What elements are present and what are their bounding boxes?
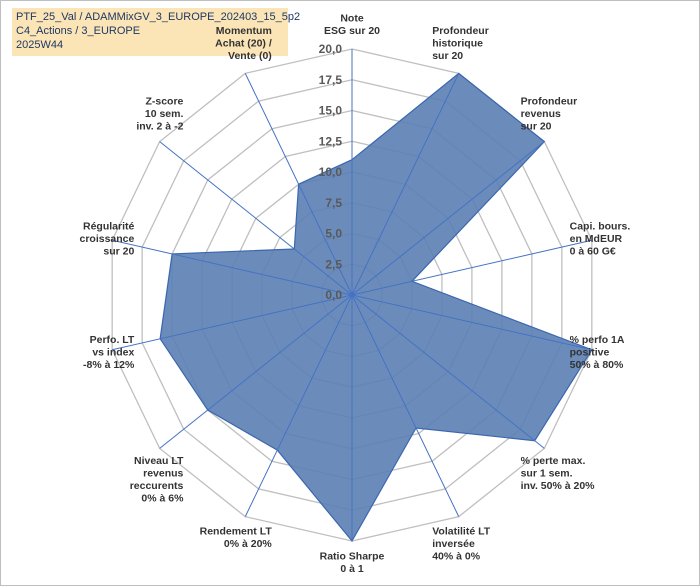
spoke-line (112, 294, 353, 351)
spoke-line (351, 294, 545, 449)
category-label: Perfo. LT vs index -8% à 12% (83, 334, 135, 371)
category-label: % perte max. sur 1 sem. inv. 50% à 20% (521, 455, 596, 492)
tick-label: 7,5 (325, 196, 342, 210)
category-label: Régularité croissance sur 20 (79, 221, 134, 258)
category-label: Momentum Achat (20) / Vente (0) (215, 25, 272, 62)
category-label: Rendement LT 0% à 20% (200, 525, 273, 550)
category-label: Volatilité LT inversée 40% à 0% (432, 525, 491, 562)
category-label: Z-score 10 sem. inv. 2 à -2 (136, 96, 183, 133)
spoke-line (351, 73, 460, 296)
chart-header: PTF_25_Val / ADAMMixGV_3_EUROPE_202403_1… (12, 8, 301, 56)
category-label: Niveau LT revenus reccurents 0% à 6% (130, 455, 184, 505)
spoke-line (159, 141, 353, 296)
spoke-line (112, 239, 353, 296)
category-label: Capi. bours. en MdEUR 0 à 60 G€ (570, 221, 631, 258)
tick-label: 15,0 (319, 104, 343, 118)
spoke-line (244, 294, 353, 517)
tick-label: 2,5 (325, 257, 342, 271)
tick-label: 10,0 (319, 165, 343, 179)
tick-label: 0,0 (325, 288, 342, 302)
spoke-line (244, 73, 353, 296)
header-line-2: C4_Actions / 3_EUROPE (16, 25, 141, 37)
tick-label: 12,5 (319, 134, 343, 148)
spoke-line (351, 294, 592, 351)
header-line-1: PTF_25_Val / ADAMMixGV_3_EUROPE_202403_1… (16, 11, 301, 23)
spoke-line (351, 141, 545, 296)
spoke-line (351, 294, 460, 517)
spoke-line (351, 239, 592, 296)
category-label: % perfo 1A positive 50% à 80% (570, 334, 625, 371)
category-label: Profondeur historique sur 20 (432, 25, 489, 62)
category-label: Note ESG sur 20 (324, 12, 380, 37)
category-label: Ratio Sharpe 0 à 1 (320, 551, 385, 576)
tick-label: 20,0 (319, 42, 343, 56)
category-label: Profondeur revenus sur 20 (521, 96, 578, 133)
tick-label: 17,5 (319, 73, 343, 87)
spoke-line (159, 294, 353, 449)
header-line-3: 2025W44 (16, 39, 64, 51)
tick-label: 5,0 (325, 227, 342, 241)
